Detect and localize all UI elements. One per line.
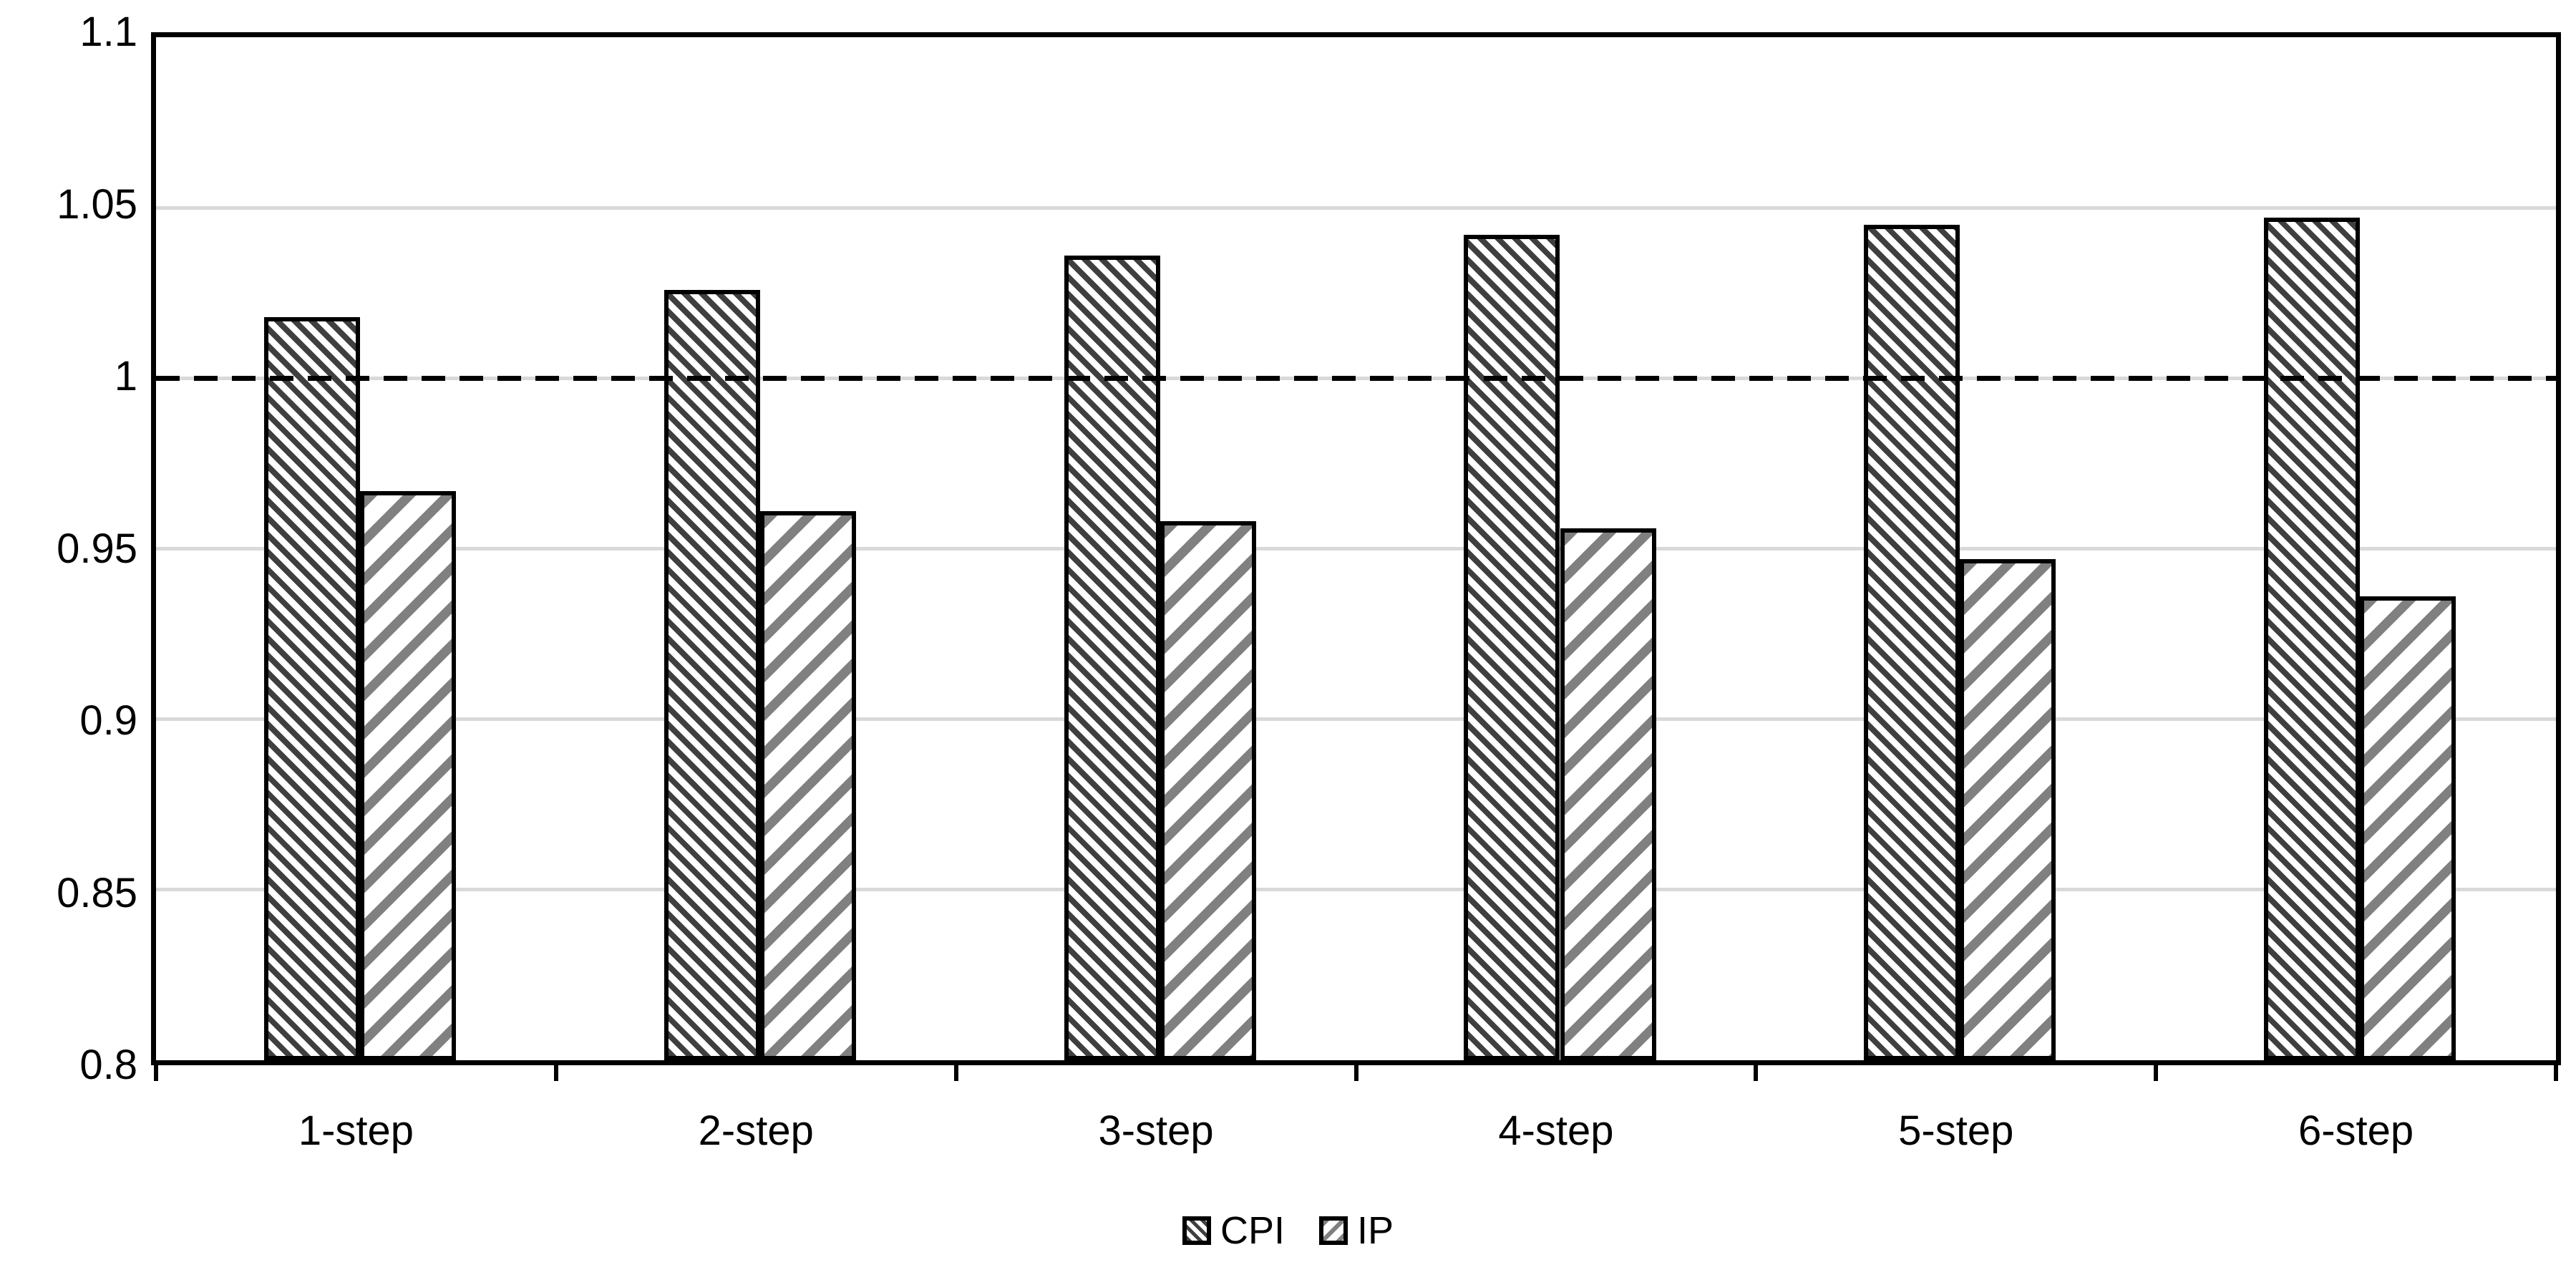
- gridline: [156, 717, 2556, 722]
- bar-group-3-step: [956, 37, 1356, 1060]
- x-axis-label-4-step: 4-step: [1498, 1107, 1614, 1154]
- x-axis-tick: [154, 1060, 158, 1081]
- x-axis-tick: [953, 1060, 958, 1081]
- y-axis-label: 1.05: [57, 180, 137, 228]
- y-axis-label: 1.1: [79, 9, 137, 55]
- legend-label-cpi: CPI: [1220, 1209, 1285, 1252]
- bar-ip-4-step: [1560, 528, 1656, 1060]
- plot-area: [151, 32, 2561, 1065]
- bar-cpi-3-step: [1064, 255, 1160, 1060]
- y-axis-label: 0.95: [57, 525, 137, 572]
- x-axis-label-1-step: 1-step: [298, 1107, 414, 1154]
- bar-group-5-step: [1756, 37, 2156, 1060]
- legend: CPI IP: [0, 1211, 2576, 1250]
- bar-ip-3-step: [1160, 521, 1256, 1060]
- legend-swatch-ip-icon: [1319, 1216, 1348, 1245]
- bar-ip-5-step: [1960, 558, 2056, 1060]
- y-axis-label: 0.8: [79, 1042, 137, 1088]
- gridline: [156, 547, 2556, 551]
- bar-ip-6-step: [2360, 596, 2456, 1060]
- x-axis-tick: [2154, 1060, 2159, 1081]
- gridline: [156, 205, 2556, 210]
- x-axis-label-5-step: 5-step: [1898, 1107, 2014, 1154]
- x-axis-tick: [553, 1060, 558, 1081]
- bar-group-2-step: [556, 37, 956, 1060]
- bar-cpi-1-step: [263, 316, 360, 1060]
- bar-cpi-2-step: [664, 289, 760, 1060]
- y-axis-label: 0.9: [79, 697, 137, 744]
- x-axis-label-2-step: 2-step: [698, 1107, 814, 1154]
- gridline: [156, 888, 2556, 892]
- bar-cpi-6-step: [2264, 218, 2361, 1060]
- bar-group-6-step: [2156, 37, 2556, 1060]
- bar-group-1-step: [156, 37, 556, 1060]
- bar-ip-1-step: [360, 490, 457, 1060]
- x-axis-tick: [1353, 1060, 1359, 1081]
- bar-cpi-4-step: [1464, 235, 1560, 1060]
- y-axis-label: 1: [114, 353, 137, 399]
- bar-cpi-5-step: [1864, 224, 1960, 1060]
- bar-group-4-step: [1356, 37, 1756, 1060]
- legend-item-ip: IP: [1319, 1211, 1394, 1250]
- legend-swatch-cpi-icon: [1182, 1216, 1211, 1245]
- x-axis-tick: [1754, 1060, 1759, 1081]
- bar-ip-2-step: [759, 511, 856, 1060]
- legend-item-cpi: CPI: [1182, 1211, 1285, 1250]
- reference-line-dashed: [156, 375, 2556, 381]
- x-axis-label-6-step: 6-step: [2298, 1107, 2414, 1154]
- x-axis-label-3-step: 3-step: [1098, 1107, 1214, 1154]
- x-axis-tick: [2554, 1060, 2558, 1081]
- legend-label-ip: IP: [1357, 1209, 1394, 1252]
- y-axis-label: 0.85: [57, 869, 137, 916]
